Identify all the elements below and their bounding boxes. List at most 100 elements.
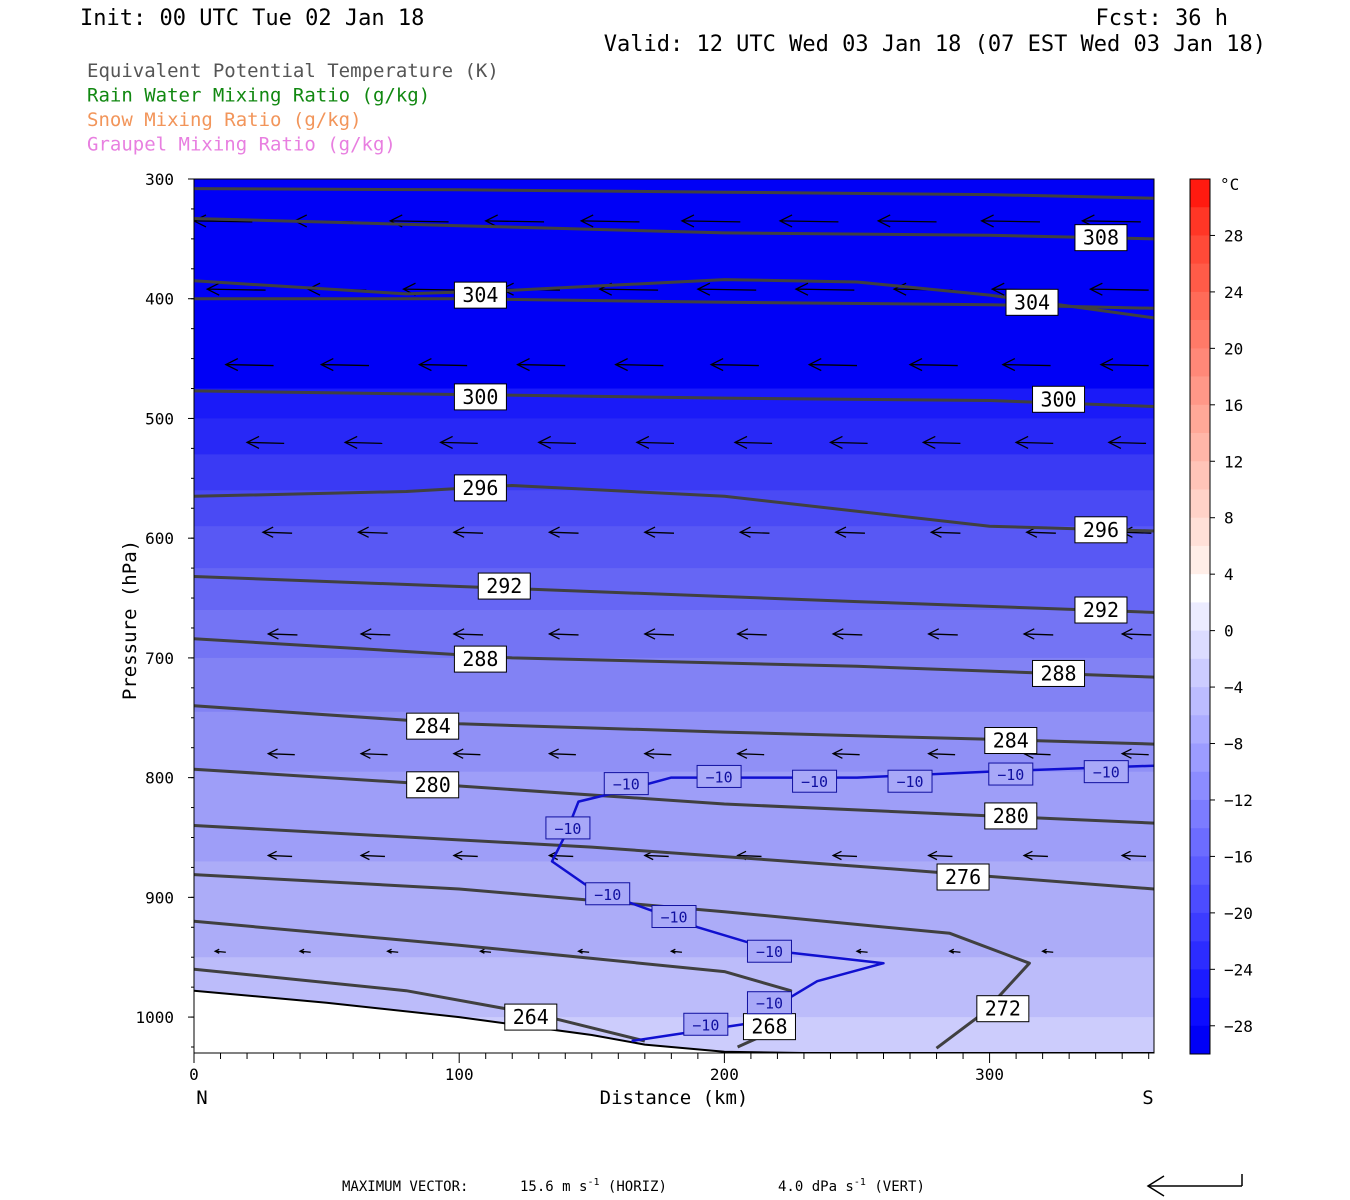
wind-vectors bbox=[194, 214, 1152, 954]
temperature-band bbox=[194, 418, 1154, 455]
wind-vector bbox=[547, 748, 576, 759]
y-tick-label: 700 bbox=[145, 649, 174, 668]
svg-text:304: 304 bbox=[462, 283, 498, 307]
wind-vector bbox=[213, 948, 226, 954]
colorbar-label: −12 bbox=[1224, 791, 1253, 810]
wind-vector bbox=[1120, 850, 1147, 861]
wind-vector bbox=[927, 628, 958, 640]
wind-vector bbox=[876, 214, 937, 228]
colorbar-swatch bbox=[1190, 320, 1210, 349]
svg-text:276: 276 bbox=[945, 865, 981, 889]
plot-frame bbox=[193, 178, 1155, 1054]
svg-text:−10: −10 bbox=[706, 768, 733, 786]
wind-vector bbox=[439, 435, 478, 449]
theta-e-contour bbox=[194, 967, 646, 1043]
wind-vector bbox=[386, 948, 399, 954]
x-tick-label: 200 bbox=[710, 1065, 739, 1084]
colorbar-swatch bbox=[1190, 912, 1210, 942]
svg-text:−10: −10 bbox=[756, 995, 783, 1013]
wind-vector bbox=[733, 435, 773, 449]
y-axis-label: Pressure (hPa) bbox=[119, 540, 141, 700]
wind-vector bbox=[1022, 850, 1048, 861]
temperature-contour-label: −10 bbox=[585, 882, 631, 906]
y-tick-label: 900 bbox=[145, 888, 174, 907]
field-legend: Equivalent Potential Temperature (K) Rain… bbox=[87, 60, 499, 156]
colorbar-label: −28 bbox=[1224, 1017, 1253, 1036]
svg-text:−10: −10 bbox=[554, 820, 581, 838]
wind-vector bbox=[343, 435, 383, 449]
wind-vector bbox=[643, 526, 675, 538]
colorbar-label: 28 bbox=[1224, 226, 1243, 245]
wind-vector bbox=[831, 628, 863, 640]
svg-text:−10: −10 bbox=[896, 773, 923, 791]
theta-e-label: 296 bbox=[1074, 516, 1128, 544]
svg-text:292: 292 bbox=[1083, 598, 1119, 622]
y-tick-label: 600 bbox=[145, 529, 174, 548]
wind-vector bbox=[738, 526, 770, 538]
colorbar-swatch bbox=[1190, 884, 1210, 914]
colorbar-swatch bbox=[1190, 517, 1210, 547]
temperature-contour-label: −10 bbox=[696, 764, 742, 788]
colorbar-label: 12 bbox=[1224, 452, 1243, 471]
colorbar-swatch bbox=[1190, 404, 1210, 434]
field-legend-item: Snow Mixing Ratio (g/kg) bbox=[87, 109, 362, 131]
wind-vector bbox=[205, 282, 266, 296]
colorbar-swatch bbox=[1190, 376, 1210, 406]
field-legend-item: Rain Water Mixing Ratio (g/kg) bbox=[87, 85, 430, 107]
svg-text:292: 292 bbox=[486, 574, 522, 598]
theta-e-label: 296 bbox=[453, 474, 507, 502]
wind-vector bbox=[452, 850, 478, 861]
svg-text:−10: −10 bbox=[756, 943, 783, 961]
temperature-band bbox=[194, 179, 1154, 390]
wind-vector bbox=[736, 628, 767, 640]
max-vector-vert: 4.0 dPa s-1 (VERT) bbox=[778, 1177, 925, 1195]
theta-e-label: 276 bbox=[936, 863, 990, 891]
wind-vector bbox=[266, 748, 295, 759]
theta-e-label: 304 bbox=[1005, 288, 1059, 316]
wind-vector bbox=[537, 435, 576, 449]
temperature-band bbox=[194, 657, 1154, 713]
axes: 300 400 500 600 700 800 900 1000 0 100 200 300 bbox=[135, 170, 1150, 1084]
colorbar: 28 24 20 16 12 8 4 0 −4 −8 −12 −16 −20 −24 −28 bbox=[1189, 178, 1253, 1055]
wind-vector bbox=[478, 948, 492, 954]
temperature-contour-label: −10 bbox=[603, 772, 649, 796]
temperature-contour-label: −10 bbox=[1083, 760, 1129, 784]
wind-vector bbox=[1088, 282, 1149, 296]
wind-vector bbox=[359, 628, 391, 640]
wind-vector bbox=[1120, 748, 1149, 759]
colorbar-swatch bbox=[1190, 602, 1210, 631]
field-legend-item: Equivalent Potential Temperature (K) bbox=[87, 60, 499, 82]
x-tick-label: 100 bbox=[445, 1065, 474, 1084]
colorbar-label: 20 bbox=[1224, 339, 1243, 358]
temperature-band bbox=[194, 454, 1154, 491]
y-tick-label: 800 bbox=[145, 769, 174, 788]
svg-text:−10: −10 bbox=[692, 1016, 719, 1034]
wind-vector bbox=[635, 435, 675, 449]
x-tick-label: 0 bbox=[189, 1065, 199, 1084]
wind-vector bbox=[452, 628, 484, 640]
wind-vector bbox=[980, 214, 1040, 228]
wind-vector bbox=[831, 748, 860, 759]
temperature-contour-label: −10 bbox=[887, 769, 933, 793]
terrain-fill bbox=[194, 990, 1154, 1053]
y-tick-label: 400 bbox=[145, 290, 174, 309]
svg-text:304: 304 bbox=[1014, 290, 1050, 314]
colorbar-swatch bbox=[1190, 771, 1210, 801]
colorbar-swatch bbox=[1190, 743, 1210, 773]
svg-text:264: 264 bbox=[513, 1005, 549, 1029]
colorbar-swatch bbox=[1190, 715, 1210, 744]
wind-vector bbox=[547, 628, 579, 640]
theta-e-contour bbox=[194, 278, 1154, 320]
svg-text:272: 272 bbox=[985, 997, 1021, 1021]
wind-vector bbox=[1099, 357, 1149, 372]
svg-text:−10: −10 bbox=[997, 766, 1024, 784]
max-vector-horiz: 15.6 m s-1 (HORIZ) bbox=[520, 1177, 667, 1195]
wind-vector bbox=[579, 214, 640, 228]
colorbar-swatch bbox=[1190, 348, 1210, 377]
wind-vector bbox=[1001, 357, 1051, 372]
colorbar-swatch bbox=[1190, 235, 1210, 264]
colorbar-label: −8 bbox=[1224, 735, 1243, 754]
colorbar-swatch bbox=[1190, 969, 1210, 998]
theta-e-label: 268 bbox=[742, 1013, 796, 1041]
temperature-contour-label: −10 bbox=[683, 1012, 729, 1036]
